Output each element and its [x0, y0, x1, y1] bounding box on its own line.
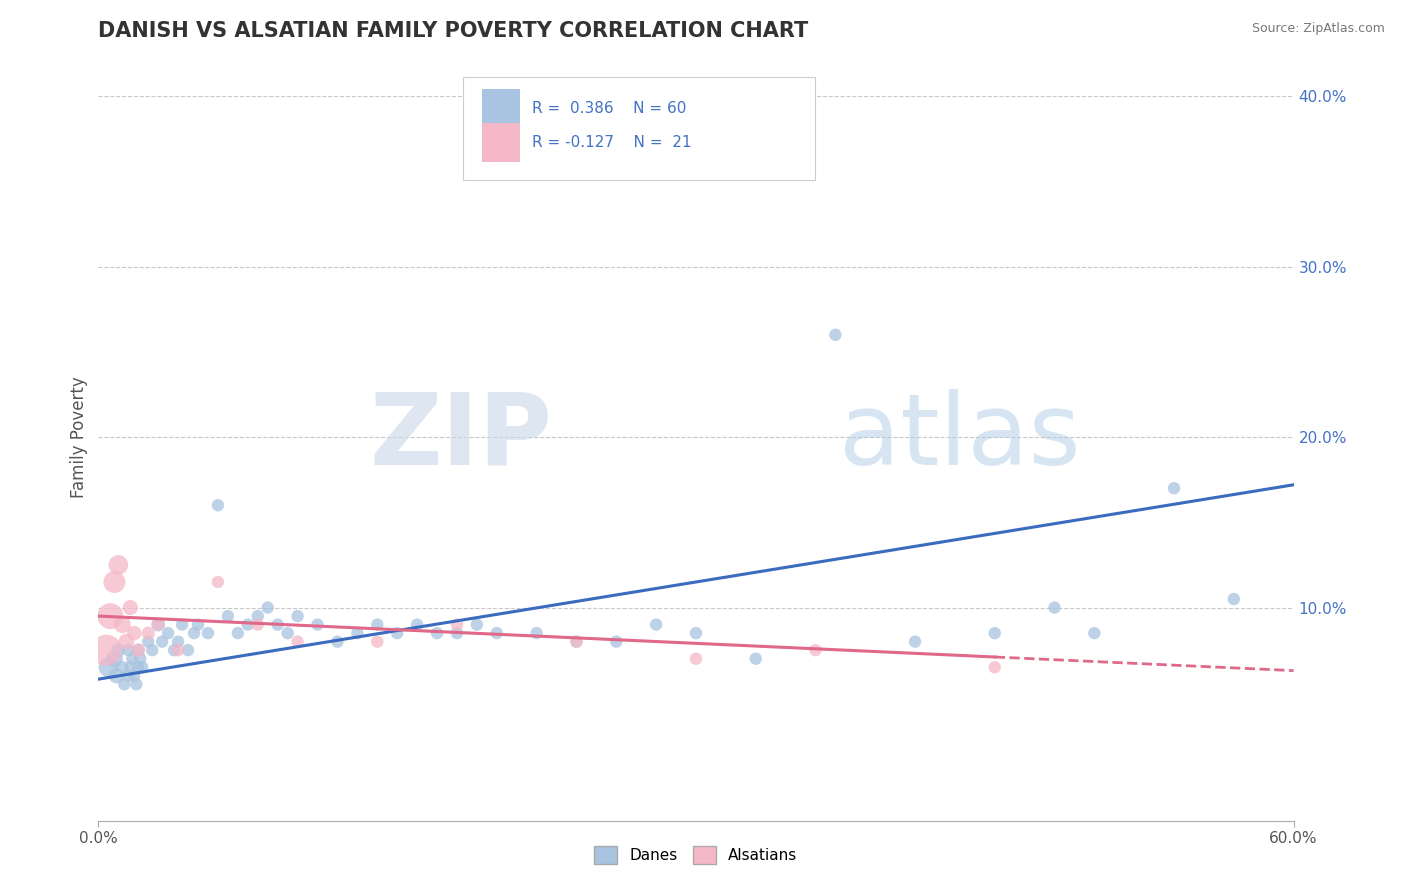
Point	[167, 643, 190, 657]
Point	[131, 660, 153, 674]
Point	[148, 617, 170, 632]
Point	[96, 643, 118, 657]
Point	[605, 634, 627, 648]
Point	[127, 660, 149, 674]
Point	[150, 634, 173, 648]
Point	[98, 609, 122, 624]
Point	[167, 634, 190, 648]
Point	[120, 600, 142, 615]
Point	[904, 634, 927, 648]
Point	[111, 660, 134, 674]
Point	[406, 617, 429, 632]
Point	[120, 660, 142, 674]
Point	[163, 643, 186, 657]
Point	[804, 643, 827, 657]
Point	[124, 626, 146, 640]
Point	[183, 626, 205, 640]
Point	[824, 327, 846, 342]
Point	[111, 617, 134, 632]
Point	[172, 617, 194, 632]
Point	[287, 609, 309, 624]
Point	[141, 643, 163, 657]
Point	[645, 617, 668, 632]
Point	[256, 600, 278, 615]
Point	[236, 617, 259, 632]
Point	[565, 634, 588, 648]
Point	[226, 626, 249, 640]
Text: Source: ZipAtlas.com: Source: ZipAtlas.com	[1251, 22, 1385, 36]
Point	[103, 574, 125, 589]
Point	[125, 677, 148, 691]
Text: ZIP: ZIP	[370, 389, 553, 485]
Point	[287, 634, 309, 648]
Point	[107, 643, 129, 657]
Point	[446, 617, 468, 632]
FancyBboxPatch shape	[482, 89, 520, 128]
Point	[187, 617, 209, 632]
Point	[366, 634, 388, 648]
Point	[136, 634, 159, 648]
Point	[124, 669, 146, 683]
Point	[685, 651, 707, 665]
Point	[1223, 592, 1246, 607]
Point	[446, 626, 468, 640]
Point	[745, 651, 768, 665]
Point	[366, 617, 388, 632]
Point	[148, 617, 170, 632]
Point	[136, 626, 159, 640]
Point	[246, 609, 269, 624]
Point	[217, 609, 239, 624]
Point	[127, 643, 149, 657]
Point	[277, 626, 299, 640]
Point	[129, 651, 152, 665]
Point	[105, 669, 128, 683]
Point	[207, 498, 229, 512]
Point	[207, 574, 229, 589]
Point	[485, 626, 508, 640]
Text: R =  0.386    N = 60: R = 0.386 N = 60	[533, 101, 686, 116]
Point	[121, 651, 143, 665]
Point	[385, 626, 409, 640]
Point	[346, 626, 368, 640]
FancyBboxPatch shape	[482, 123, 520, 162]
Text: R = -0.127    N =  21: R = -0.127 N = 21	[533, 136, 692, 151]
Y-axis label: Family Poverty: Family Poverty	[70, 376, 89, 498]
Point	[127, 643, 149, 657]
FancyBboxPatch shape	[463, 77, 815, 180]
Legend: Danes, Alsatians: Danes, Alsatians	[588, 839, 804, 871]
Point	[1163, 481, 1185, 495]
Point	[326, 634, 349, 648]
Point	[112, 677, 135, 691]
Point	[103, 651, 125, 665]
Point	[685, 626, 707, 640]
Point	[526, 626, 548, 640]
Point	[984, 660, 1007, 674]
Point	[117, 669, 139, 683]
Point	[465, 617, 488, 632]
Text: atlas: atlas	[839, 389, 1081, 485]
Point	[117, 643, 139, 657]
Point	[1043, 600, 1066, 615]
Point	[984, 626, 1007, 640]
Point	[565, 634, 588, 648]
Point	[107, 558, 129, 572]
Point	[97, 660, 120, 674]
Point	[197, 626, 219, 640]
Text: DANISH VS ALSATIAN FAMILY POVERTY CORRELATION CHART: DANISH VS ALSATIAN FAMILY POVERTY CORREL…	[98, 21, 808, 41]
Point	[307, 617, 329, 632]
Point	[426, 626, 449, 640]
Point	[267, 617, 290, 632]
Point	[115, 634, 138, 648]
Point	[177, 643, 200, 657]
Point	[1083, 626, 1105, 640]
Point	[157, 626, 180, 640]
Point	[246, 617, 269, 632]
